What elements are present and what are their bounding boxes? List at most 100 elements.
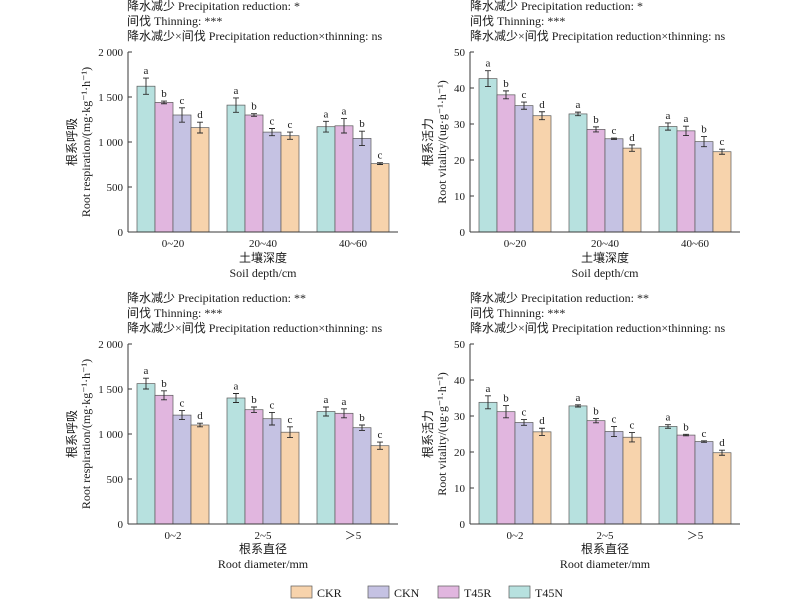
y-tick-label: 500	[107, 182, 124, 194]
error-bar-ckn-40-60	[359, 130, 365, 147]
annotation-precipitation-effect: 降水减少 Precipitation reduction: *	[470, 0, 643, 13]
significance-letter-t45r-5: b	[683, 421, 689, 433]
significance-letter-t45r-2-5: b	[593, 406, 599, 418]
significance-letter-ckn-2-5: c	[270, 399, 275, 411]
bar-t45r-40-60	[676, 130, 696, 233]
panel-root-vitality-by-diameter: 降水减少 Precipitation reduction: ** 间伐 Thin…	[421, 291, 740, 571]
error-bar-t45n-20-40	[575, 111, 581, 117]
bar-t45r-0-20	[154, 102, 174, 233]
bar-ckn-40-60	[694, 141, 714, 233]
significance-letter-ckr-20-40: c	[288, 119, 293, 131]
error-bar-ckn-2-5	[611, 425, 617, 437]
y-tick-label: 50	[454, 47, 466, 59]
bar-ckr-2-5	[622, 436, 642, 525]
y-axis-title-zh: 根系呼吸	[65, 410, 79, 458]
bar-ckr-0-20	[532, 115, 552, 233]
x-axis-title-zh: 根系直径	[239, 542, 287, 556]
y-tick-label: 40	[454, 375, 466, 387]
error-bar-t45r-20-40	[251, 113, 257, 117]
bar-ckn-20-40	[262, 131, 282, 233]
significance-letter-ckn-0-20: c	[180, 95, 185, 107]
legend-label-t45r: T45R	[464, 586, 491, 600]
error-bar-t45n-5	[665, 424, 671, 429]
significance-letter-ckr-0-2: d	[539, 415, 545, 427]
significance-letter-t45r-40-60: a	[684, 113, 689, 125]
x-tick-label: ＞5	[345, 530, 362, 542]
bar-t45n-0-20	[136, 85, 156, 233]
y-tick-label: 40	[454, 83, 466, 95]
annotation-thinning-effect: 间伐 Thinning: ***	[470, 14, 565, 28]
significance-letter-ckr-0-20: d	[197, 109, 203, 121]
significance-letter-t45r-5: a	[342, 396, 347, 408]
bar-t45r-2-5	[244, 409, 264, 525]
error-bar-ckn-0-20	[179, 107, 185, 123]
bar-t45r-0-2	[496, 411, 516, 525]
bar-ckr-5	[712, 452, 732, 525]
legend: CKR CKN T45R T45N	[290, 585, 563, 600]
error-bar-ckr-2-5	[629, 432, 635, 443]
significance-letter-t45r-0-2: b	[161, 378, 167, 390]
bar-ckr-5	[370, 445, 390, 525]
x-axis-title-zh: 土壤深度	[581, 250, 629, 265]
x-axis-title: Root diameter/mm	[560, 557, 651, 571]
x-tick-label: 2~5	[255, 530, 272, 542]
annotation-thinning-effect: 间伐 Thinning: ***	[127, 306, 222, 320]
error-bar-t45n-0-20	[143, 77, 149, 95]
legend-swatch-ckr	[290, 585, 313, 599]
significance-letter-ckn-0-20: c	[522, 89, 527, 101]
significance-letter-t45n-20-40: a	[234, 85, 239, 97]
bar-t45r-2-5	[586, 420, 606, 525]
y-tick-label: 30	[454, 119, 466, 131]
significance-letter-t45n-40-60: a	[666, 110, 671, 122]
bar-ckn-2-5	[262, 418, 282, 525]
significance-letter-t45r-40-60: a	[342, 106, 347, 118]
significance-letter-t45n-0-2: a	[144, 365, 149, 377]
error-bar-t45n-20-40	[233, 97, 239, 113]
error-bar-ckr-40-60	[719, 148, 725, 155]
y-tick-label: 30	[454, 411, 466, 423]
legend-swatch-t45n	[508, 585, 531, 599]
bar-ckr-40-60	[370, 163, 390, 233]
error-bar-t45n-0-2	[143, 377, 149, 390]
bar-t45n-2-5	[568, 405, 588, 525]
y-tick-label: 1 500	[98, 92, 123, 104]
significance-letter-ckn-5: c	[702, 428, 707, 440]
bar-t45r-40-60	[334, 125, 354, 233]
significance-letter-ckn-0-2: c	[180, 398, 185, 410]
error-bar-ckr-0-2	[539, 427, 545, 436]
error-bar-ckr-5	[719, 449, 725, 456]
error-bar-t45r-20-40	[593, 126, 599, 133]
significance-letter-t45r-2-5: b	[251, 394, 257, 406]
error-bar-ckr-2-5	[287, 426, 293, 439]
significance-letter-t45r-0-20: b	[161, 88, 167, 100]
y-axis-title: Root vitality/(ug·g⁻¹·h⁻¹)	[435, 80, 449, 204]
error-bar-t45r-0-2	[503, 405, 509, 419]
significance-letter-ckr-40-60: c	[378, 150, 383, 162]
y-tick-label: 2 000	[98, 47, 123, 59]
significance-letter-ckr-0-20: d	[539, 99, 545, 111]
x-axis-title: Soil depth/cm	[572, 266, 640, 280]
error-bar-t45n-40-60	[665, 122, 671, 131]
error-bar-t45n-2-5	[575, 404, 581, 408]
significance-letter-t45n-0-20: a	[144, 65, 149, 77]
error-bar-ckr-0-2	[197, 422, 203, 428]
bar-t45n-40-60	[658, 126, 678, 233]
error-bar-ckn-0-20	[521, 101, 527, 110]
legend-swatch-ckn	[367, 585, 390, 599]
y-tick-label: 50	[454, 339, 466, 351]
panel-root-vitality-by-depth: 降水减少 Precipitation reduction: * 间伐 Thinn…	[421, 0, 740, 280]
y-tick-label: 1 000	[98, 137, 123, 149]
significance-letter-ckn-2-5: c	[612, 413, 617, 425]
x-tick-label: ＞5	[687, 530, 704, 542]
annotation-thinning-effect: 间伐 Thinning: ***	[127, 14, 222, 28]
bar-ckn-0-20	[514, 105, 534, 233]
significance-letter-ckr-5: d	[719, 437, 725, 449]
y-tick-label: 10	[454, 191, 466, 203]
y-tick-label: 2 000	[98, 339, 123, 351]
legend-item-ckr: CKR	[290, 585, 342, 600]
error-bar-t45r-2-5	[593, 418, 599, 424]
error-bar-t45n-2-5	[233, 393, 239, 403]
bar-t45n-20-40	[568, 113, 588, 233]
